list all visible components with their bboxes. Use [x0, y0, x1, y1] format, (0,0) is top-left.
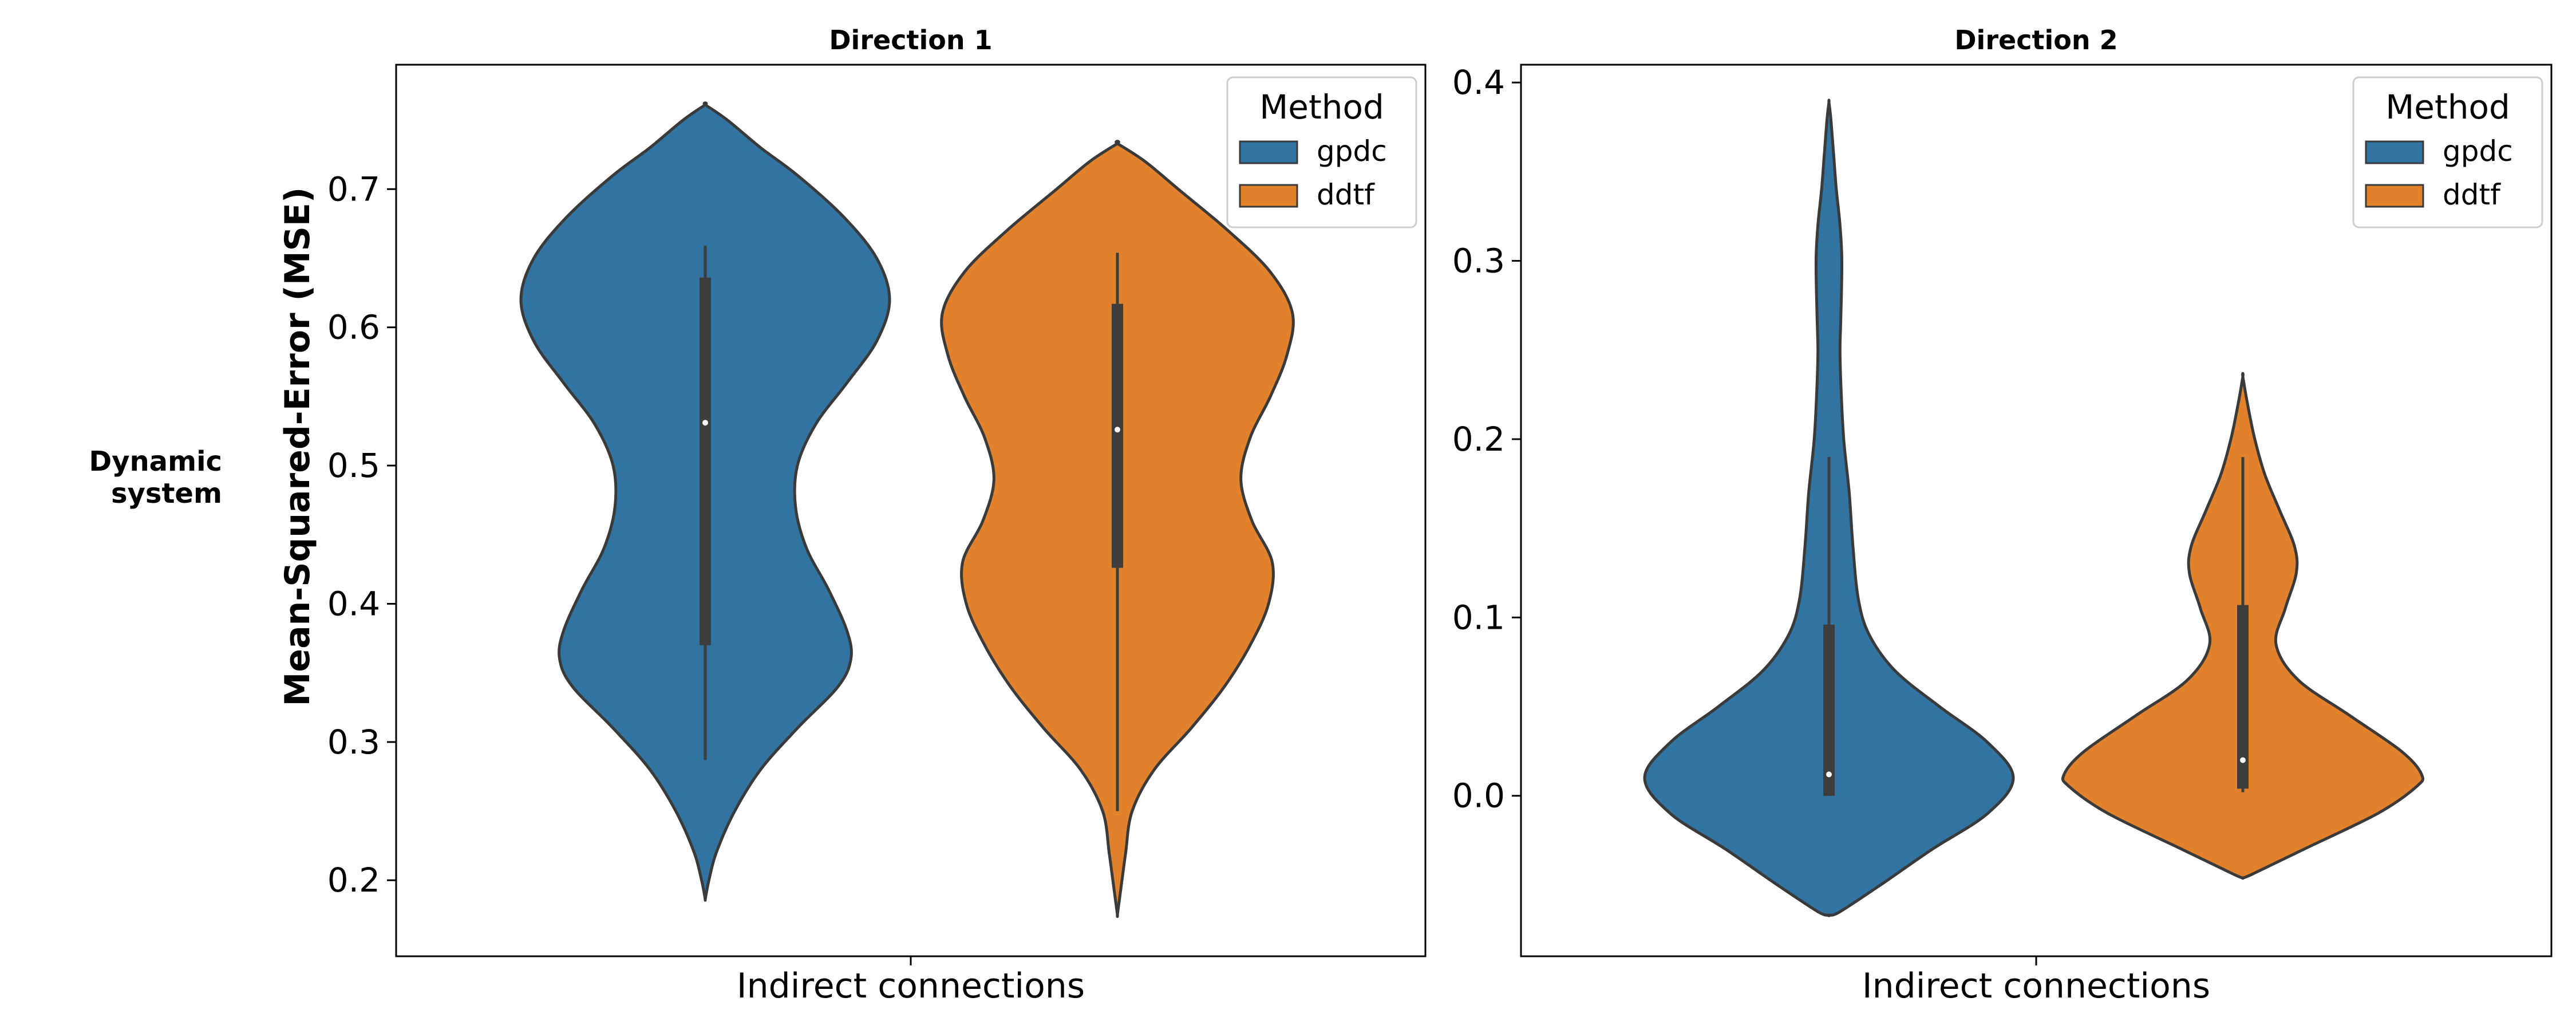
legend: Method gpdc ddtf [1226, 76, 1417, 228]
y-tick-label: 0.5 [327, 446, 380, 485]
x-axis-label: Indirect connections [737, 966, 1085, 1006]
y-axis-label: Mean-Squared-Error (MSE) [278, 187, 318, 707]
row-label-line-2: system [111, 478, 222, 510]
y-tick-label: 0.6 [327, 308, 380, 347]
legend-swatch-gpdc [2365, 140, 2424, 164]
y-tick-label: 0.3 [327, 723, 380, 762]
legend-title: Method [2385, 88, 2510, 127]
y-tick-label: 0.4 [327, 584, 380, 623]
y-tick-label: 0.4 [1452, 63, 1505, 102]
median-point-gpdc [1826, 771, 1832, 778]
legend: Method gpdc ddtf [2352, 76, 2543, 228]
y-tick-label: 0.2 [1452, 420, 1505, 459]
legend-label-ddtf: ddtf [1317, 178, 1375, 211]
iqr-box-ddtf [1112, 303, 1123, 568]
median-point-ddtf [1115, 427, 1120, 433]
y-tick-label: 0.1 [1452, 598, 1505, 637]
legend-swatch-ddtf [1239, 184, 1298, 208]
legend-label-gpdc: gpdc [2443, 135, 2513, 168]
legend-label-gpdc: gpdc [1317, 135, 1387, 168]
panel-title: Direction 2 [1954, 25, 2117, 56]
median-point-gpdc [702, 420, 708, 426]
panel-title: Direction 1 [829, 25, 992, 56]
panel-2: Direction 2 0.0 0.1 0.2 0.3 0.4 Indirect conne… [1452, 25, 2553, 1006]
legend-label-ddtf: ddtf [2443, 178, 2501, 211]
legend-title: Method [1259, 88, 1384, 127]
iqr-box-ddtf [2237, 605, 2249, 789]
row-label-line-1: Dynamic [89, 445, 222, 478]
y-tick-label: 0.3 [1452, 242, 1505, 281]
iqr-box-gpdc [1823, 624, 1835, 796]
legend-swatch-gpdc [1239, 140, 1298, 164]
legend-swatch-ddtf [2365, 184, 2424, 208]
y-tick-label: 0.2 [327, 861, 380, 900]
median-point-ddtf [2240, 757, 2246, 763]
x-axis-label: Indirect connections [1862, 966, 2210, 1006]
iqr-box-gpdc [700, 277, 711, 645]
y-tick-label: 0.7 [327, 169, 380, 208]
y-tick-label: 0.0 [1452, 776, 1505, 815]
panel-1: Direction 1 0.2 0.3 0.4 0.5 0.6 0.7 Indirect co… [327, 25, 1427, 1006]
